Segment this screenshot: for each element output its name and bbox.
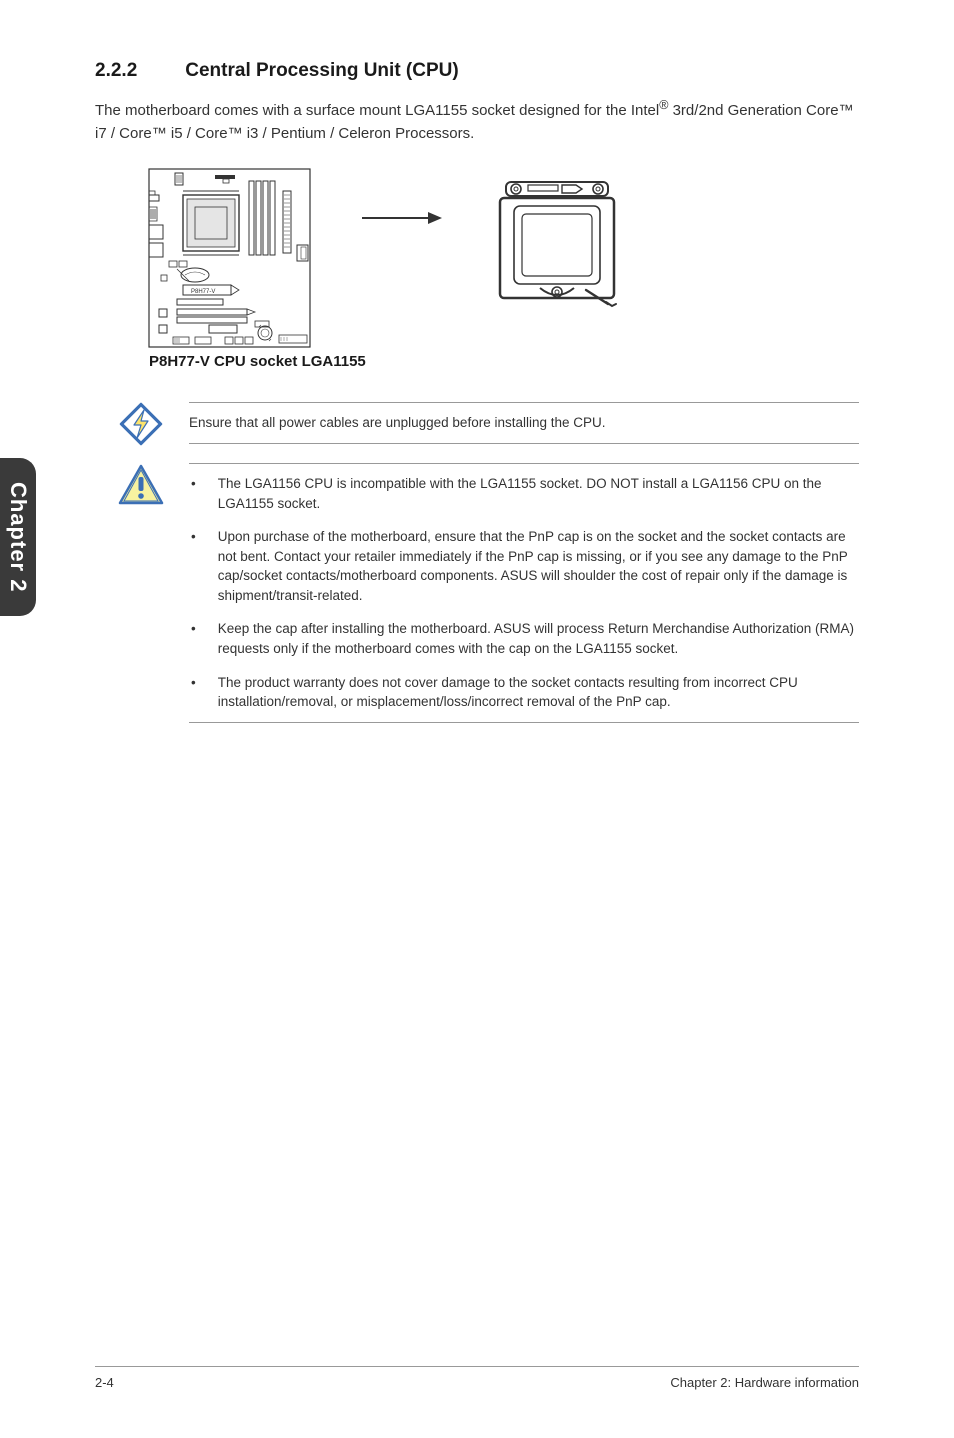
diagram-area: P8H77-V (147, 167, 859, 370)
warning-callout: Ensure that all power cables are unplugg… (95, 402, 859, 451)
intro-paragraph: The motherboard comes with a surface mou… (95, 96, 859, 145)
caution-icon (117, 463, 165, 512)
section-number: 2.2.2 (95, 60, 137, 82)
registered-mark: ® (659, 98, 668, 112)
board-label: P8H77-V (191, 289, 215, 295)
callout-section: Ensure that all power cables are unplugg… (95, 402, 859, 723)
caution-list: • The LGA1156 CPU is incompatible with t… (189, 474, 859, 712)
section-heading: 2.2.2 Central Processing Unit (CPU) (95, 60, 859, 82)
socket-closeup-diagram (492, 178, 622, 308)
warning-text: Ensure that all power cables are unplugg… (189, 402, 859, 444)
bullet-text: The product warranty does not cover dama… (218, 673, 859, 712)
bullet-marker: • (191, 474, 196, 513)
diagram-caption: P8H77-V CPU socket LGA1155 (149, 353, 859, 370)
side-tab-label: Chapter 2 (5, 482, 31, 592)
page-number: 2-4 (95, 1375, 114, 1390)
caution-body: • The LGA1156 CPU is incompatible with t… (189, 463, 859, 723)
bullet-marker: • (191, 673, 196, 712)
caution-bullet: • The LGA1156 CPU is incompatible with t… (189, 474, 859, 513)
caution-bullet: • The product warranty does not cover da… (189, 673, 859, 712)
motherboard-diagram: P8H77-V (147, 167, 312, 349)
caution-callout: • The LGA1156 CPU is incompatible with t… (95, 463, 859, 723)
footer-chapter-title: Chapter 2: Hardware information (670, 1375, 859, 1390)
lightning-icon (117, 402, 165, 451)
section-title: Central Processing Unit (CPU) (185, 60, 458, 81)
chapter-side-tab: Chapter 2 (0, 458, 36, 616)
page-footer: 2-4 Chapter 2: Hardware information (95, 1366, 859, 1390)
intro-line1: The motherboard comes with a surface mou… (95, 102, 659, 119)
caution-bullet: • Keep the cap after installing the moth… (189, 619, 859, 658)
diagram-row: P8H77-V (147, 167, 859, 349)
arrow-icon (362, 208, 442, 228)
bullet-marker: • (191, 527, 196, 605)
bullet-text: Keep the cap after installing the mother… (218, 619, 859, 658)
caution-bullet: • Upon purchase of the motherboard, ensu… (189, 527, 859, 605)
bullet-marker: • (191, 619, 196, 658)
bullet-text: The LGA1156 CPU is incompatible with the… (218, 474, 859, 513)
bullet-text: Upon purchase of the motherboard, ensure… (218, 527, 859, 605)
